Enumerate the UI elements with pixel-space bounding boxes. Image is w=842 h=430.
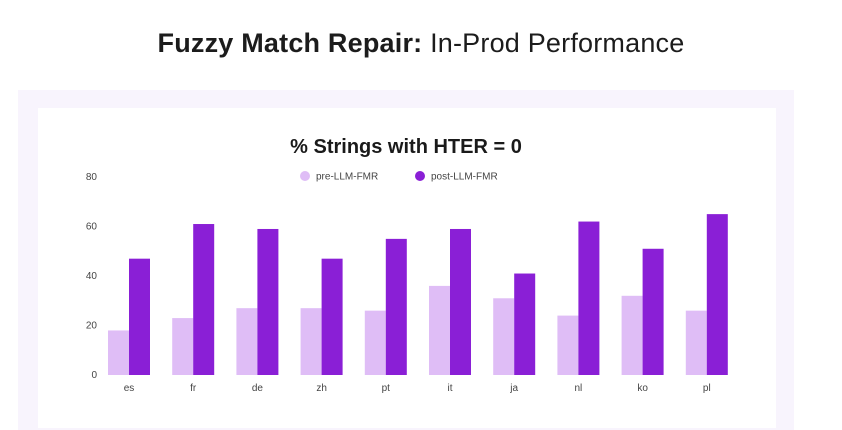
bar-post-llm-fmr [257,228,279,375]
y-tick-label: 40 [86,271,98,282]
bars [108,214,728,375]
bar-post-llm-fmr [385,238,407,375]
x-tick-label: it [448,383,453,394]
bar-post-llm-fmr [706,214,728,375]
y-tick-label: 80 [86,172,98,183]
bar-pre-llm-fmr [493,298,515,375]
x-axis: es fr de zh pt it ja nl ko pl [124,383,711,394]
bar-post-llm-fmr [129,258,150,375]
bar-pre-llm-fmr [300,308,322,375]
bar-post-llm-fmr [321,258,343,375]
bar-post-llm-fmr [578,221,600,375]
bar-post-llm-fmr [514,273,536,375]
bar-post-llm-fmr [193,224,215,375]
bar-pre-llm-fmr [621,295,643,375]
bar-chart: % Strings with HTER = 0 pre-LLM-FMR post-… [86,136,728,394]
bar-pre-llm-fmr [236,308,258,375]
x-tick-label: zh [316,383,327,394]
page-title-light: In-Prod Performance [430,28,685,58]
page-title-bold: Fuzzy Match Repair: [157,28,423,58]
chart-legend: pre-LLM-FMR post-LLM-FMR [300,171,498,183]
bar-pre-llm-fmr [108,330,129,375]
x-tick-label: de [252,383,264,394]
bar-pre-llm-fmr [172,318,194,375]
y-axis: 0 20 40 60 80 [86,172,98,381]
x-tick-label: ja [509,383,518,394]
chart-title: % Strings with HTER = 0 [290,136,522,158]
y-tick-label: 60 [86,222,98,233]
bar-pre-llm-fmr [685,310,707,375]
page-title: Fuzzy Match Repair: In-Prod Performance [0,28,842,59]
bar-pre-llm-fmr [364,310,386,375]
legend-label-post: post-LLM-FMR [431,172,498,183]
x-tick-label: ko [637,383,648,394]
x-tick-label: fr [190,383,197,394]
legend-label-pre: pre-LLM-FMR [316,172,378,183]
bar-pre-llm-fmr [429,285,450,375]
y-tick-label: 20 [86,321,98,332]
x-tick-label: es [124,383,135,394]
x-tick-label: nl [575,383,583,394]
y-tick-label: 0 [91,370,97,381]
bar-pre-llm-fmr [557,315,579,375]
x-tick-label: pt [382,383,391,394]
legend-marker-post [415,171,425,181]
bar-post-llm-fmr [642,248,664,375]
bar-post-llm-fmr [450,228,471,375]
x-tick-label: pl [703,383,711,394]
legend-marker-pre [300,171,310,181]
